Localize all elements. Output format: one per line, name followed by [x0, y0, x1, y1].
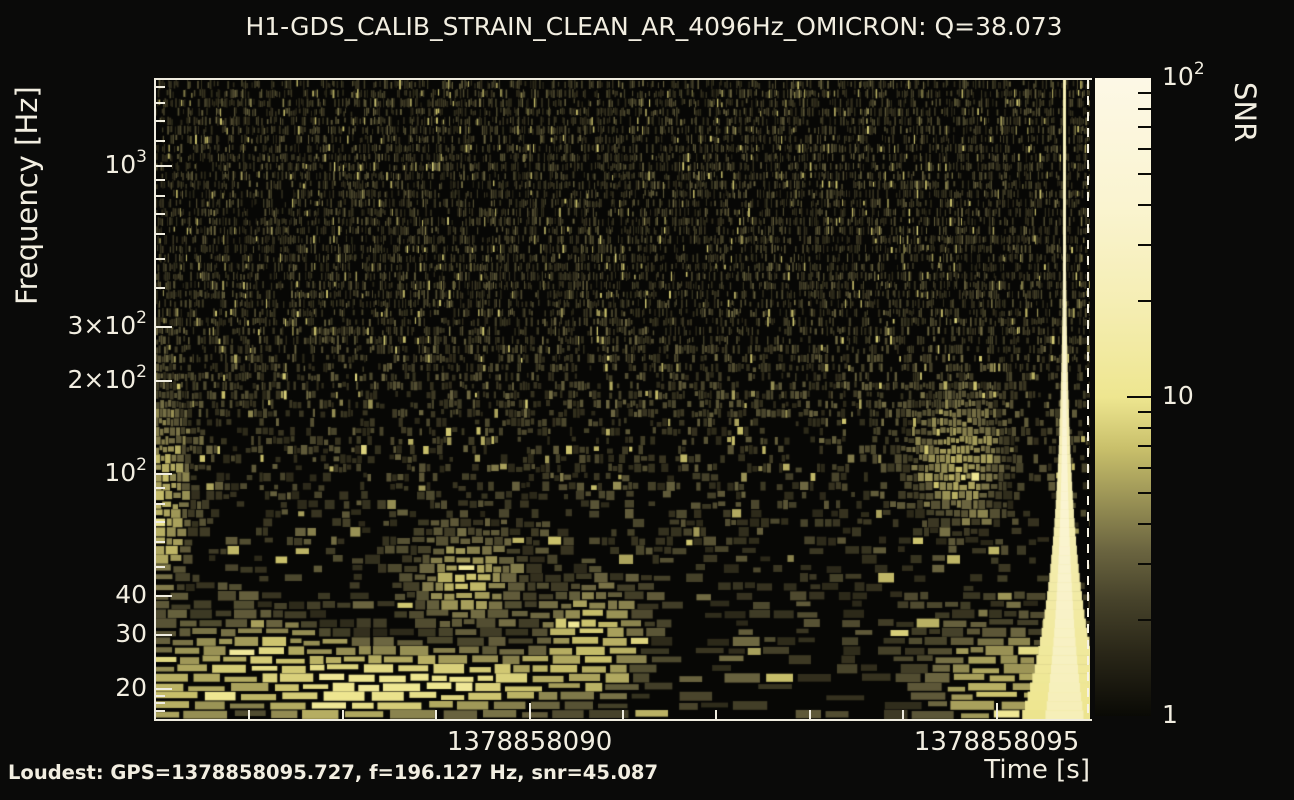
y-major-tick — [156, 472, 172, 475]
y-major-tick — [156, 325, 172, 328]
y-major-tick — [156, 633, 172, 636]
y-minor-tick — [156, 709, 165, 712]
y-minor-tick — [156, 486, 165, 489]
x-minor-tick — [622, 710, 624, 719]
x-minor-tick — [902, 710, 905, 719]
colorbar-minor-tick — [1138, 299, 1151, 302]
colorbar-minor-tick — [1138, 445, 1151, 448]
loudest-annotation: Loudest: GPS=1378858095.727, f=196.127 H… — [8, 761, 659, 784]
spectrogram-area — [156, 80, 1090, 723]
colorbar-tick-label: 102 — [1162, 58, 1205, 91]
colorbar-minor-tick — [1138, 618, 1151, 621]
colorbar-minor-tick — [1138, 203, 1151, 206]
y-minor-tick — [156, 257, 165, 260]
y-tick-label: 3×102 — [67, 307, 148, 340]
x-major-tick — [995, 703, 998, 719]
y-tick-label: 103 — [104, 146, 147, 179]
x-minor-tick — [248, 710, 251, 719]
y-minor-tick — [156, 520, 165, 523]
colorbar-major-tick — [1127, 396, 1151, 398]
colorbar-tick-label: 10 — [1162, 381, 1194, 410]
y-minor-tick — [156, 565, 165, 568]
colorbar-minor-tick — [1138, 492, 1151, 495]
colorbar-minor-tick — [1138, 91, 1151, 94]
plot-title: H1-GDS_CALIB_STRAIN_CLEAN_AR_4096Hz_OMIC… — [245, 12, 1063, 41]
colorbar-minor-tick — [1138, 107, 1151, 110]
colorbar-minor-tick — [1138, 562, 1151, 565]
y-minor-tick — [156, 502, 165, 505]
y-minor-tick — [156, 233, 165, 236]
colorbar-label: SNR — [1228, 82, 1262, 143]
y-tick-label: 2×102 — [67, 361, 148, 395]
y-minor-tick — [156, 541, 165, 544]
y-minor-tick — [156, 287, 165, 290]
y-major-tick — [156, 688, 172, 691]
colorbar-minor-tick — [1138, 147, 1151, 150]
y-tick-label: 40 — [115, 580, 147, 610]
y-major-tick — [156, 380, 172, 383]
x-minor-tick — [341, 710, 344, 719]
y-minor-tick — [156, 194, 165, 197]
y-minor-tick — [156, 178, 165, 181]
y-tick-label: 20 — [115, 673, 147, 703]
colorbar-minor-tick — [1138, 410, 1151, 413]
colorbar-minor-tick — [1138, 126, 1151, 129]
colorbar-minor-tick — [1138, 522, 1151, 525]
x-minor-tick — [435, 710, 438, 719]
colorbar-minor-tick — [1138, 173, 1151, 176]
x-tick-label: 1378858095 — [913, 727, 1080, 757]
y-minor-tick — [156, 695, 165, 697]
colorbar-minor-tick — [1138, 466, 1151, 469]
colorbar-minor-tick — [1138, 426, 1151, 429]
colorbar-minor-tick — [1138, 243, 1151, 246]
y-minor-tick — [156, 212, 165, 215]
y-minor-tick — [156, 119, 165, 122]
y-tick-label: 102 — [104, 454, 147, 487]
x-tick-label: 1378858090 — [446, 727, 613, 757]
spectrogram-canvas — [156, 80, 1090, 719]
y-axis-label: Frequency [Hz] — [10, 86, 44, 305]
colorbar-tick-label: 1 — [1162, 700, 1178, 729]
x-major-tick — [528, 703, 531, 719]
x-axis-label: Time [s] — [984, 755, 1090, 785]
y-minor-tick — [156, 101, 165, 104]
y-minor-tick — [156, 140, 165, 143]
y-minor-tick — [156, 86, 165, 89]
y-major-tick — [156, 595, 172, 598]
y-minor-tick — [156, 702, 165, 705]
y-major-tick — [156, 164, 172, 167]
x-minor-tick — [808, 710, 811, 719]
y-tick-label: 30 — [115, 618, 147, 648]
x-minor-tick — [715, 710, 718, 719]
